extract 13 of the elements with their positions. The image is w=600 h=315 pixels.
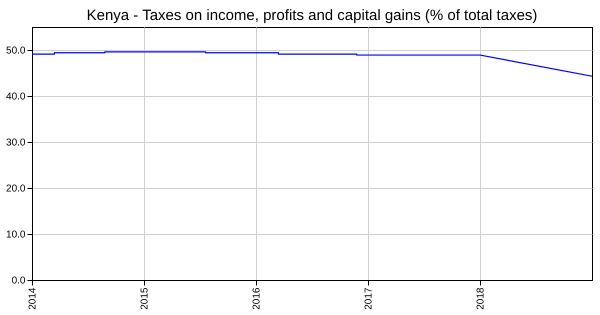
line-series	[32, 51, 592, 77]
x-tick-label: 2016	[252, 287, 262, 310]
x-tick-label: 2015	[140, 287, 150, 310]
y-tick-label: 0.0	[12, 276, 26, 286]
y-tick-label: 40.0	[6, 92, 26, 102]
x-tick-label: 2017	[364, 287, 374, 310]
x-tick-label: 2014	[28, 287, 38, 310]
y-tick-label: 20.0	[6, 184, 26, 194]
chart-title: Kenya - Taxes on income, profits and capital gains (% of total taxes)	[86, 7, 538, 24]
x-tick-label: 2018	[476, 287, 486, 310]
y-tick-label: 10.0	[6, 230, 26, 240]
y-tick-label: 30.0	[6, 138, 26, 148]
y-tick-label: 50.0	[6, 46, 26, 56]
